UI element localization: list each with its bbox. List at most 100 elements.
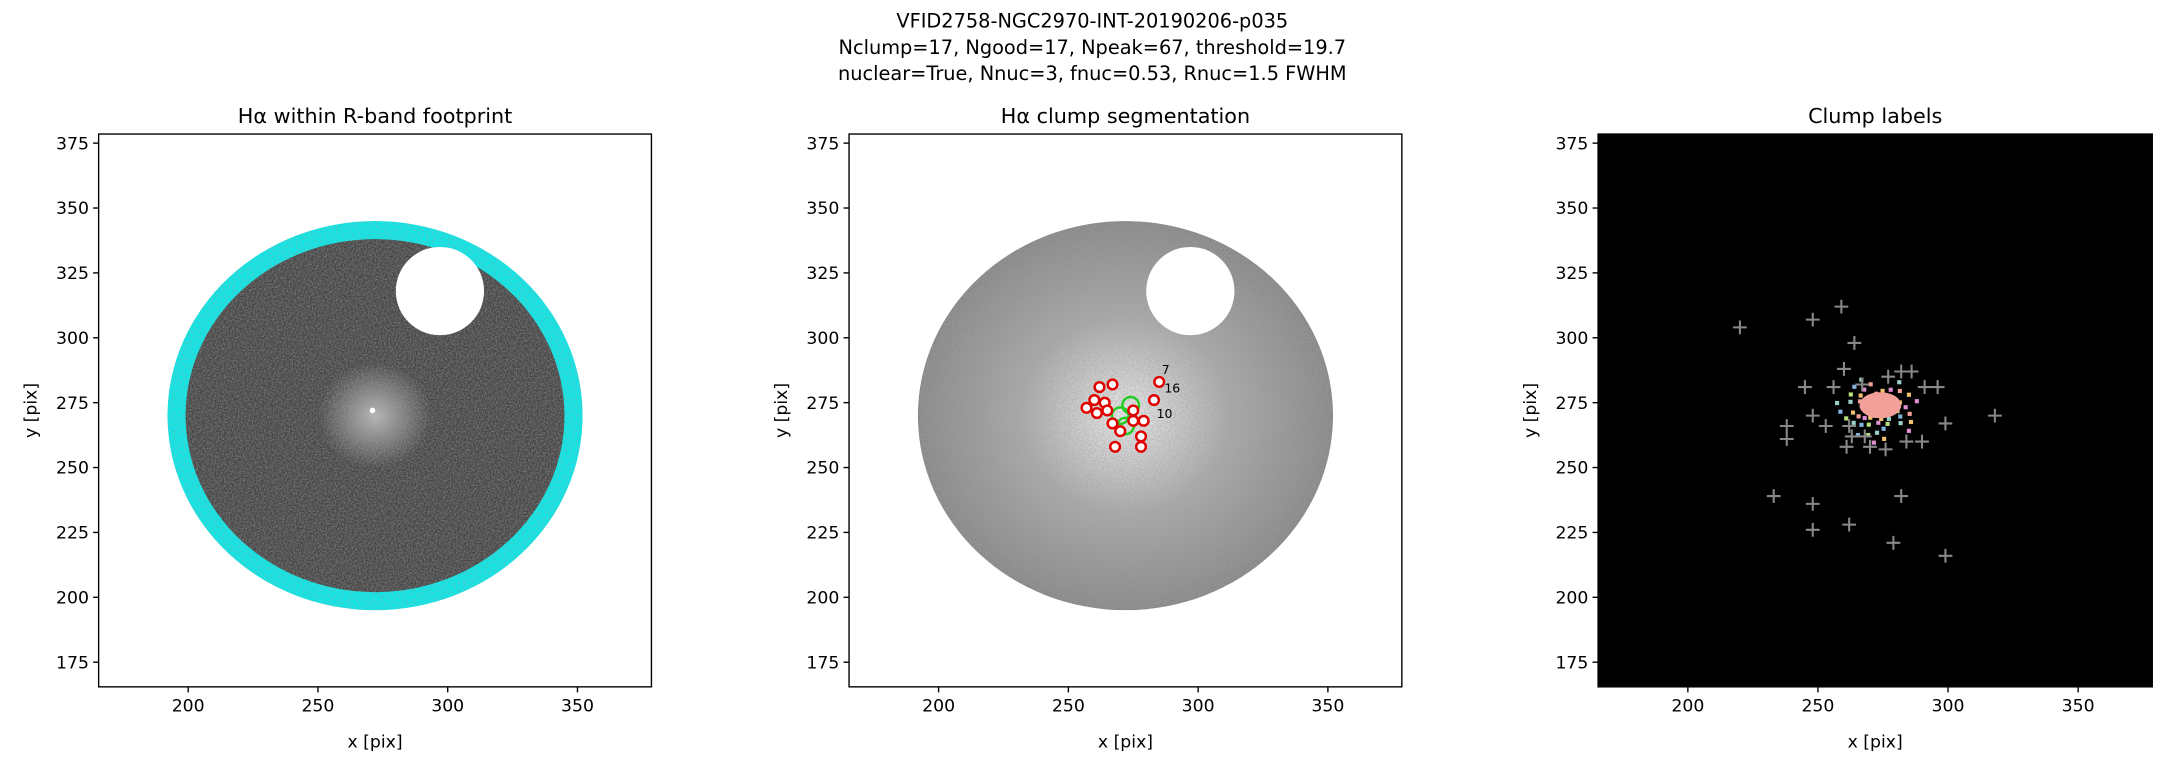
axes-title: Hα within R-band footprint — [238, 104, 512, 128]
label-pixel — [1907, 411, 1912, 416]
galaxy — [849, 134, 1402, 687]
label-pixel — [1880, 388, 1885, 393]
label-pixel — [1897, 388, 1902, 394]
label-pixel — [1914, 399, 1919, 404]
marker — [1090, 406, 1103, 420]
marker — [1127, 414, 1140, 427]
label-pixel — [1866, 422, 1871, 427]
suptitle: VFID2758-NGC2970-INT-20190206-p035 — [896, 10, 1288, 33]
marker — [1080, 401, 1093, 414]
y-tick-label: 300 — [56, 329, 89, 349]
label-pixel — [1848, 399, 1853, 404]
y-tick-label: 225 — [56, 524, 89, 544]
marker — [1938, 416, 1953, 431]
label-pixel — [1859, 422, 1864, 427]
label-pixel — [1857, 399, 1863, 404]
marker — [1779, 432, 1794, 446]
label-pixel — [1856, 414, 1861, 419]
marker — [1106, 417, 1119, 430]
x-tick-label: 200 — [1671, 697, 1704, 717]
y-axis-label: y [pix] — [1521, 383, 1541, 438]
marker — [1857, 429, 1872, 444]
y-tick-label: 225 — [1555, 524, 1588, 544]
y-tick-label: 250 — [56, 459, 89, 479]
marker — [1844, 429, 1859, 444]
label-pixel — [1903, 405, 1908, 410]
y-tick-label: 350 — [806, 199, 839, 219]
y-tick-label: 200 — [1555, 589, 1588, 609]
label-pixel — [1852, 384, 1857, 389]
label-pixel — [1851, 420, 1856, 425]
marker — [1106, 378, 1119, 391]
x-tick-label: 350 — [2062, 697, 2095, 717]
suptitle: nuclear=True, Nnuc=3, fnuc=0.53, Rnuc=1.… — [838, 62, 1347, 85]
y-tick-label: 250 — [1555, 459, 1588, 479]
marker — [1839, 439, 1854, 454]
label-pixel — [1866, 433, 1871, 438]
x-axis-label: x [pix] — [1098, 733, 1153, 753]
marker — [1834, 299, 1849, 314]
marker — [1886, 535, 1901, 550]
label-pixel — [1876, 420, 1881, 425]
marker — [1732, 320, 1747, 335]
y-tick-label: 375 — [1555, 134, 1588, 154]
x-axis-label: x [pix] — [347, 733, 402, 753]
axes-title: Hα clump segmentation — [1001, 104, 1250, 128]
y-axis-label: y [pix] — [772, 383, 792, 438]
x-tick-label: 250 — [1052, 697, 1085, 717]
marker — [1826, 380, 1841, 395]
y-tick-label: 200 — [56, 589, 89, 609]
marker — [1766, 489, 1781, 504]
label-pixel — [1908, 419, 1914, 425]
label-pixel — [1838, 409, 1843, 414]
marker — [1842, 419, 1857, 433]
y-tick-label: 250 — [806, 459, 839, 479]
marker — [1134, 440, 1148, 453]
marker — [1855, 377, 1870, 392]
marker — [1137, 414, 1150, 427]
label-pixel — [1906, 428, 1911, 433]
label-pixel — [1834, 400, 1840, 406]
y-tick-label: 175 — [56, 653, 89, 673]
label-pixel — [1848, 392, 1853, 397]
y-tick-label: 375 — [56, 134, 89, 154]
label-pixel — [1886, 416, 1891, 421]
axes-frame — [1597, 133, 2153, 688]
marker — [1108, 440, 1122, 453]
x-tick-label: 200 — [172, 697, 205, 717]
plot-area — [98, 134, 652, 687]
x-axis-label: x [pix] — [1848, 733, 1903, 753]
label-pixel — [1844, 416, 1849, 421]
marker — [1779, 419, 1794, 433]
x-tick-label: 300 — [1182, 697, 1215, 717]
marker — [1878, 442, 1893, 457]
label-pixel — [1888, 387, 1893, 392]
label-pixel — [1858, 393, 1863, 398]
y-tick-label: 325 — [806, 264, 839, 284]
marker — [1088, 393, 1101, 407]
y-tick-label: 200 — [806, 589, 839, 609]
annotation: 10 — [1157, 406, 1173, 421]
y-tick-label: 325 — [1555, 264, 1588, 284]
label-pixel — [1868, 382, 1873, 387]
marker — [1881, 369, 1896, 384]
y-tick-label: 350 — [56, 199, 89, 219]
marker — [1818, 419, 1833, 433]
annotation: 7 — [1162, 362, 1170, 377]
marker — [1798, 380, 1812, 395]
y-tick-label: 175 — [806, 653, 839, 673]
marker — [1101, 404, 1114, 417]
annotation: 16 — [1164, 380, 1180, 395]
x-tick-label: 200 — [922, 697, 955, 717]
marker — [1805, 408, 1820, 423]
label-pixel — [1898, 421, 1903, 426]
marker — [1987, 408, 2002, 423]
axes-frame — [848, 133, 1403, 688]
y-tick-label: 375 — [806, 134, 839, 154]
marker — [1134, 430, 1148, 443]
marker — [1863, 439, 1877, 454]
marker — [1917, 380, 1932, 395]
label-pixel — [1862, 387, 1867, 392]
